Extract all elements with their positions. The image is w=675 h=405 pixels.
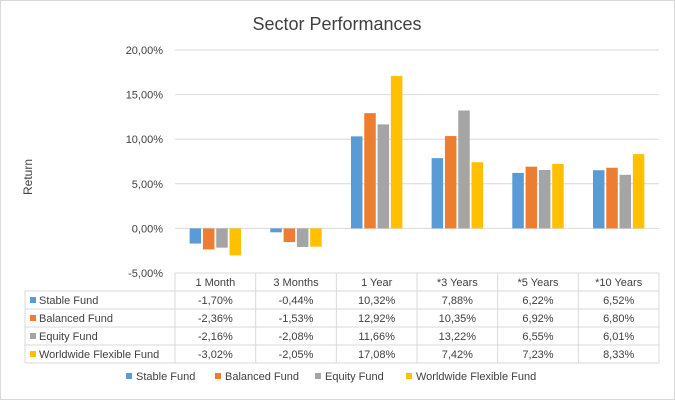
bar <box>270 228 282 233</box>
table-series-key <box>30 315 36 321</box>
bar <box>444 136 457 229</box>
table-series-key <box>30 297 36 303</box>
bar <box>390 76 403 229</box>
category-label: 1 Month <box>195 277 235 289</box>
bar <box>525 166 538 229</box>
y-tick-label: 0,00% <box>132 223 163 235</box>
table-cell: 6,92% <box>522 313 553 325</box>
bar <box>458 110 470 229</box>
table-cell: 11,66% <box>358 331 395 343</box>
bar <box>538 169 551 229</box>
table-series-key <box>30 333 36 339</box>
table-cell: -3,02% <box>198 349 233 361</box>
legend-key <box>215 373 221 379</box>
table-cell: -2,36% <box>198 313 233 325</box>
table-cell: 6,01% <box>603 331 634 343</box>
y-axis-label: Return <box>21 159 35 195</box>
table-cell: 8,33% <box>603 349 634 361</box>
bar <box>471 162 484 229</box>
table-cell: -2,05% <box>279 349 314 361</box>
table-cell: 12,92% <box>358 313 396 325</box>
table-cell: 7,42% <box>442 349 473 361</box>
bar <box>632 154 645 229</box>
category-label: *10 Years <box>595 277 643 289</box>
table-series-name: Stable Fund <box>39 295 98 307</box>
bar <box>619 174 632 229</box>
bar <box>283 228 296 243</box>
chart-title: Sector Performances <box>252 14 421 34</box>
category-label: *3 Years <box>437 277 478 289</box>
category-label: *5 Years <box>518 277 559 289</box>
table-cell: 13,22% <box>439 331 477 343</box>
table-cell: -2,08% <box>279 331 314 343</box>
table-cell: 6,80% <box>603 313 634 325</box>
table-cell: -1,53% <box>279 313 314 325</box>
y-tick-label: 5,00% <box>132 179 163 191</box>
table-cell: 6,22% <box>522 295 553 307</box>
table-cell: 6,52% <box>603 295 634 307</box>
bar <box>377 124 390 229</box>
bar <box>216 228 228 248</box>
y-tick-label: 15,00% <box>126 90 164 102</box>
table-series-key <box>30 351 36 357</box>
y-axis-ticks: -5,00% 0,00% 5,00% 10,00% 15,00% 20,00% <box>126 45 164 280</box>
category-label: 1 Year <box>361 277 393 289</box>
table-series-name: Balanced Fund <box>39 313 113 325</box>
bar <box>229 228 242 256</box>
bar <box>552 163 564 229</box>
legend: Stable Fund Balanced Fund Equity Fund World… <box>126 371 536 383</box>
legend-label: Worldwide Flexible Fund <box>416 371 536 383</box>
table-cell: -0,44% <box>279 295 314 307</box>
table-cell: -1,70% <box>198 295 233 307</box>
bar <box>310 228 322 247</box>
table-cell: 10,35% <box>439 313 477 325</box>
legend-key <box>126 373 132 379</box>
legend-label: Balanced Fund <box>225 371 299 383</box>
bar <box>431 158 444 229</box>
bar <box>606 167 618 229</box>
table-cell: 7,23% <box>522 349 553 361</box>
legend-key <box>315 373 321 379</box>
category-label: 3 Months <box>273 277 319 289</box>
data-table: 1 Month 3 Months 1 Year *3 Years *5 Years *10… <box>24 272 660 364</box>
table-cell: 6,55% <box>522 331 553 343</box>
y-tick-label: 20,00% <box>126 45 164 57</box>
bar <box>189 228 202 244</box>
bar <box>592 170 605 229</box>
table-series-name: Worldwide Flexible Fund <box>39 349 159 361</box>
table-cell: 7,88% <box>442 295 473 307</box>
table-cell: 10,32% <box>358 295 396 307</box>
bar <box>202 228 215 250</box>
bar <box>512 172 524 229</box>
bars <box>189 76 645 256</box>
table-cell: -2,16% <box>198 331 233 343</box>
bar <box>296 228 309 247</box>
legend-label: Stable Fund <box>136 371 195 383</box>
table-cell: 17,08% <box>358 349 396 361</box>
bar <box>350 136 363 229</box>
table-series-name: Equity Fund <box>39 331 98 343</box>
bar <box>364 113 376 229</box>
y-tick-label: -5,00% <box>128 268 163 280</box>
legend-key <box>406 373 412 379</box>
legend-label: Equity Fund <box>325 371 384 383</box>
y-tick-label: 10,00% <box>126 134 164 146</box>
